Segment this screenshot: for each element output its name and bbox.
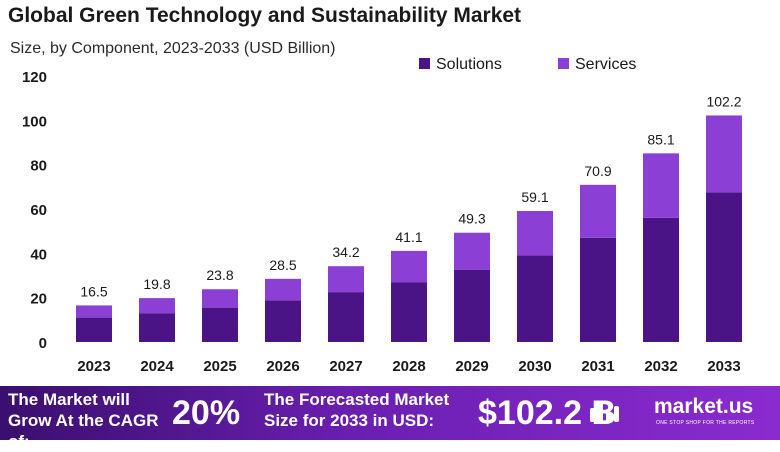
x-tick-label-2031: 2031 — [581, 358, 614, 375]
brand-tagline: ONE STOP SHOP FOR THE REPORTS — [656, 420, 755, 426]
y-tick-label: 100 — [22, 113, 47, 130]
bar-services-2023 — [76, 305, 112, 318]
x-tick-label-2029: 2029 — [455, 358, 488, 375]
bar-services-2029 — [454, 232, 490, 270]
y-tick-label: 60 — [30, 202, 47, 219]
market-us-logo-icon — [590, 403, 619, 422]
forecast-label: The Forecasted Market Size for 2033 in U… — [264, 390, 450, 430]
legend-label-services: Services — [575, 56, 636, 73]
x-tick-label-2024: 2024 — [140, 358, 174, 375]
total-label-2030: 59.1 — [521, 189, 548, 205]
x-tick-label-2032: 2032 — [644, 358, 677, 375]
total-label-2033: 102.2 — [706, 93, 741, 109]
x-tick-label-2025: 2025 — [203, 358, 236, 375]
total-label-2024: 19.8 — [143, 276, 170, 292]
bar-solutions-2025 — [202, 307, 238, 342]
footer-banner: The Market will Grow At the CAGR of: 20%… — [0, 386, 780, 451]
total-label-2027: 34.2 — [332, 244, 359, 260]
x-tick-label-2026: 2026 — [266, 358, 299, 375]
bar-services-2025 — [202, 289, 238, 308]
brand-name: market.us — [654, 395, 754, 418]
chart-title: Global Green Technology and Sustainabili… — [8, 4, 522, 27]
x-tick-label-2023: 2023 — [77, 358, 110, 375]
bar-solutions-2030 — [517, 255, 553, 342]
total-label-2026: 28.5 — [269, 257, 296, 273]
legend-swatch-solutions — [419, 58, 430, 69]
bar-solutions-2029 — [454, 269, 490, 342]
bar-solutions-2032 — [643, 217, 679, 342]
bar-solutions-2031 — [580, 237, 616, 342]
total-label-2032: 85.1 — [647, 131, 674, 147]
total-label-2029: 49.3 — [458, 211, 485, 227]
bar-chart: 0 20 40 60 80 100 120 16.5 2023 19.8 2024 23.8 2025 2… — [22, 56, 742, 375]
x-tick-label-2030: 2030 — [518, 358, 551, 375]
bar-services-2032 — [643, 153, 679, 218]
legend-swatch-services — [558, 58, 569, 69]
bar-services-2031 — [580, 184, 616, 238]
cagr-value: 20% — [172, 394, 241, 432]
bar-solutions-2024 — [139, 313, 175, 342]
y-tick-label: 0 — [39, 335, 47, 352]
bar-services-2030 — [517, 210, 553, 256]
total-label-2025: 23.8 — [206, 267, 233, 283]
y-tick-label: 80 — [30, 158, 47, 175]
x-tick-label-2027: 2027 — [329, 358, 362, 375]
bar-services-2026 — [265, 278, 301, 301]
bar-services-2024 — [139, 298, 175, 314]
bar-services-2028 — [391, 250, 427, 283]
y-tick-label: 20 — [30, 291, 47, 308]
x-tick-label-2028: 2028 — [392, 358, 425, 375]
bar-solutions-2028 — [391, 282, 427, 342]
bar-solutions-2026 — [265, 300, 301, 342]
y-tick-label: 120 — [22, 69, 47, 86]
total-label-2023: 16.5 — [80, 283, 107, 299]
bar-solutions-2023 — [76, 317, 112, 342]
total-label-2031: 70.9 — [584, 163, 611, 179]
bar-solutions-2027 — [328, 292, 364, 342]
legend-label-solutions: Solutions — [436, 56, 502, 73]
bar-solutions-2033 — [706, 192, 742, 342]
total-label-2028: 41.1 — [395, 229, 422, 245]
x-tick-label-2033: 2033 — [707, 358, 740, 375]
chart-subtitle: Size, by Component, 2023-2033 (USD Billi… — [10, 40, 336, 57]
bar-services-2027 — [328, 266, 364, 293]
cagr-label: The Market will Grow At the CAGR of: — [8, 390, 159, 451]
y-tick-label: 40 — [30, 246, 47, 263]
bar-services-2033 — [706, 115, 742, 193]
